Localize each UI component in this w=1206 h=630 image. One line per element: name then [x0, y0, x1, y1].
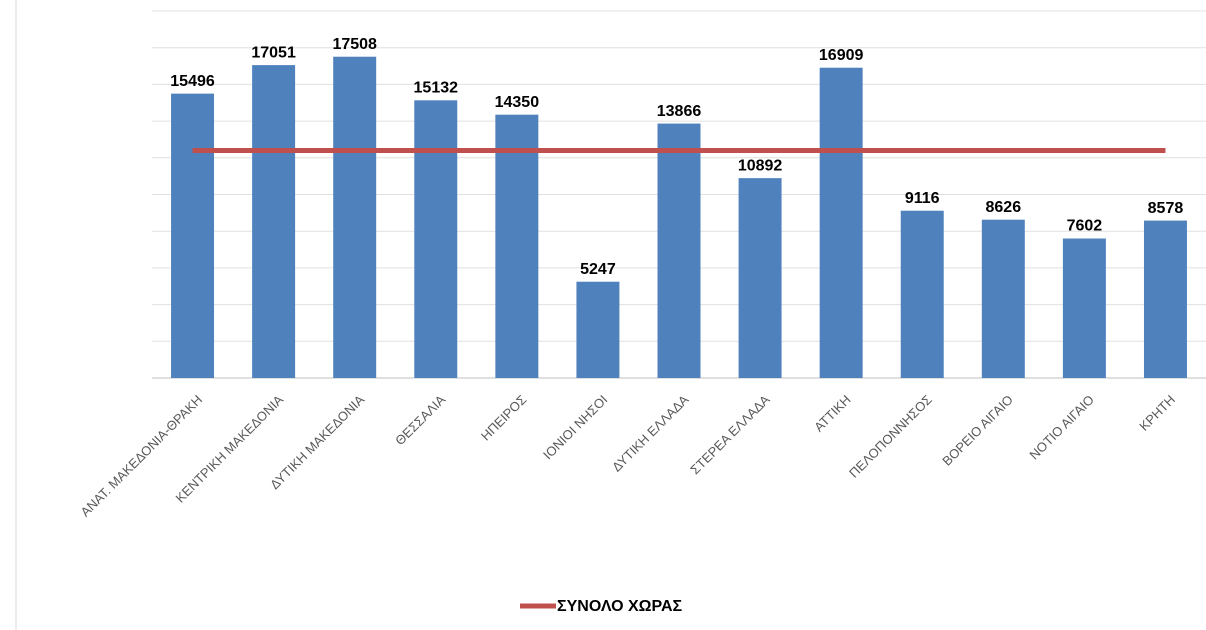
bar [981, 219, 1025, 378]
data-label: 7602 [1067, 218, 1103, 235]
x-tick-label: ΣΤΕΡΕΑ ΕΛΛΑΔΑ [687, 392, 773, 478]
data-label: 14350 [495, 94, 540, 111]
bar [1062, 238, 1106, 378]
data-label: 17508 [332, 36, 377, 53]
bar [738, 178, 782, 378]
x-tick-label: ΑΤΤΙΚΗ [811, 392, 854, 435]
data-label: 8626 [986, 199, 1022, 216]
x-tick-label: ΙΟΝΙΟΙ ΝΗΣΟΙ [540, 392, 610, 462]
x-tick-label: ΔΥΤΙΚΗ ΕΛΛΑΔΑ [609, 392, 692, 475]
x-tick-label: ΝΟΤΙΟ ΑΙΓΑΙΟ [1026, 392, 1097, 463]
x-tick-label: ΗΠΕΙΡΟΣ [478, 392, 530, 444]
data-label: 9116 [905, 190, 940, 207]
data-label: 16909 [819, 47, 864, 64]
bar [333, 56, 377, 378]
bar [252, 65, 296, 379]
x-tick-label: ΒΟΡΕΙΟ ΑΙΓΑΙΟ [939, 392, 1016, 469]
legend-label: ΣΥΝΟΛΟ ΧΩΡΑΣ [557, 598, 683, 615]
data-label: 8578 [1148, 200, 1184, 217]
data-label: 15496 [170, 73, 215, 90]
bar [414, 100, 458, 379]
x-tick-label: ΘΕΣΣΑΛΙΑ [392, 392, 448, 448]
bar [900, 210, 944, 378]
x-tick-label: ΔΥΤΙΚΗ ΜΑΚΕΔΟΝΙΑ [267, 392, 367, 492]
bar [495, 114, 539, 379]
bar [1143, 220, 1187, 378]
bar [657, 123, 701, 378]
data-label: 13866 [657, 103, 702, 120]
bar [171, 93, 215, 378]
data-label: 10892 [738, 157, 783, 174]
data-label: 17051 [251, 44, 296, 61]
x-tick-label: ΠΕΛΟΠΟΝΝΗΣΟΣ [846, 392, 935, 481]
bar [819, 67, 863, 378]
bar [576, 281, 620, 378]
data-label: 5247 [580, 261, 616, 278]
x-tick-label: ΚΡΗΤΗ [1136, 392, 1178, 434]
data-label: 15132 [414, 80, 459, 97]
